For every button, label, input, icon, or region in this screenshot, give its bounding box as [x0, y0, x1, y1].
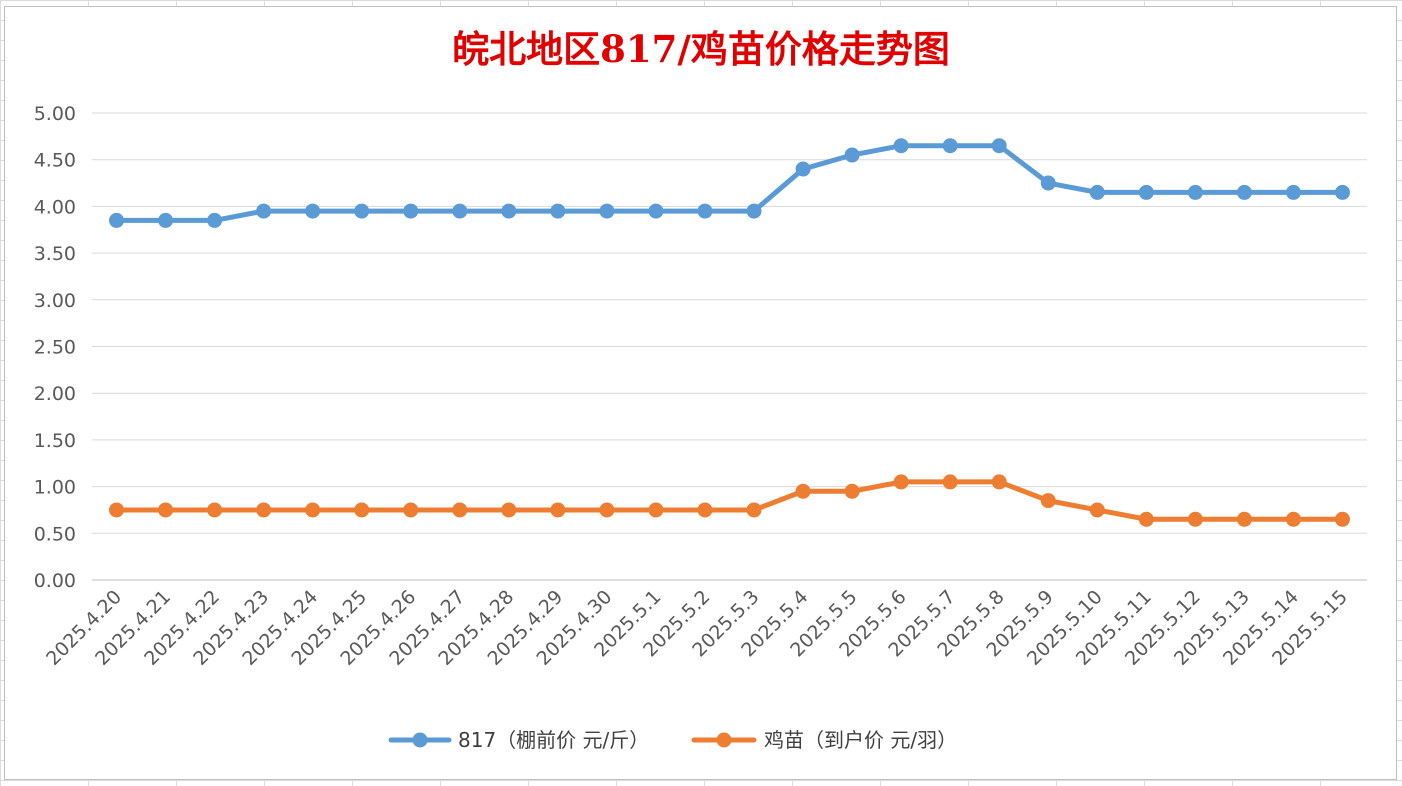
y-tick-label: 4.50	[34, 150, 76, 172]
series-line	[114, 143, 1345, 223]
x-axis: 2025.4.202025.4.212025.4.222025.4.232025…	[42, 586, 1352, 670]
data-point[interactable]	[795, 161, 811, 177]
legend-item-1[interactable]: 817（棚前价 元/斤）	[388, 728, 649, 752]
data-point[interactable]	[1138, 511, 1154, 527]
data-point[interactable]	[109, 212, 125, 228]
legend-item-2[interactable]: 鸡苗（到户价 元/羽）	[691, 728, 957, 752]
legend-swatch-marker	[716, 732, 732, 748]
data-point[interactable]	[648, 203, 664, 219]
data-point[interactable]	[893, 474, 909, 490]
y-tick-label: 5.00	[34, 103, 76, 125]
data-point[interactable]	[1334, 511, 1350, 527]
y-tick-label: 0.00	[34, 570, 76, 592]
data-point[interactable]	[697, 203, 713, 219]
data-point[interactable]	[305, 502, 321, 518]
data-point[interactable]	[550, 502, 566, 518]
data-point[interactable]	[942, 474, 958, 490]
y-tick-label: 1.00	[34, 477, 76, 499]
data-point[interactable]	[256, 203, 272, 219]
data-point[interactable]	[1285, 184, 1301, 200]
data-point[interactable]	[648, 502, 664, 518]
data-point[interactable]	[1040, 493, 1056, 509]
data-point[interactable]	[844, 147, 860, 163]
data-point[interactable]	[1285, 511, 1301, 527]
data-point[interactable]	[403, 203, 419, 219]
y-tick-label: 2.50	[34, 337, 76, 359]
data-point[interactable]	[1187, 511, 1203, 527]
data-point[interactable]	[1040, 175, 1056, 191]
y-tick-label: 3.50	[34, 243, 76, 265]
data-point[interactable]	[501, 502, 517, 518]
data-point[interactable]	[599, 203, 615, 219]
series-1	[109, 138, 1350, 228]
series-line	[114, 479, 1345, 522]
y-tick-label: 2.00	[34, 383, 76, 405]
legend-swatch-marker	[412, 732, 428, 748]
data-point[interactable]	[207, 212, 223, 228]
legend-label: 817（棚前价 元/斤）	[458, 728, 649, 752]
data-point[interactable]	[403, 502, 419, 518]
legend: 817（棚前价 元/斤） 鸡苗（到户价 元/羽）	[388, 728, 957, 752]
data-point[interactable]	[991, 138, 1007, 154]
data-point[interactable]	[158, 502, 174, 518]
data-point[interactable]	[354, 203, 370, 219]
data-point[interactable]	[991, 474, 1007, 490]
data-point[interactable]	[942, 138, 958, 154]
data-point[interactable]	[1334, 184, 1350, 200]
legend-label: 鸡苗（到户价 元/羽）	[764, 728, 957, 752]
series-group	[109, 138, 1350, 527]
data-point[interactable]	[109, 502, 125, 518]
data-point[interactable]	[305, 203, 321, 219]
y-tick-label: 1.50	[34, 430, 76, 452]
gridlines	[92, 112, 1367, 581]
data-point[interactable]	[1138, 184, 1154, 200]
y-tick-label: 3.00	[34, 290, 76, 312]
data-point[interactable]	[1236, 184, 1252, 200]
data-point[interactable]	[452, 203, 468, 219]
data-point[interactable]	[256, 502, 272, 518]
data-point[interactable]	[501, 203, 517, 219]
data-point[interactable]	[1089, 184, 1105, 200]
y-tick-label: 4.00	[34, 196, 76, 218]
data-point[interactable]	[746, 502, 762, 518]
data-point[interactable]	[550, 203, 566, 219]
data-point[interactable]	[158, 212, 174, 228]
data-point[interactable]	[746, 203, 762, 219]
data-point[interactable]	[844, 483, 860, 499]
y-tick-label: 0.50	[34, 523, 76, 545]
data-point[interactable]	[697, 502, 713, 518]
data-point[interactable]	[795, 483, 811, 499]
data-point[interactable]	[354, 502, 370, 518]
data-point[interactable]	[893, 138, 909, 154]
y-axis: 0.00 0.50 1.00 1.50 2.00 2.50 3.00 3.50 4.00 4.50…	[34, 103, 76, 592]
data-point[interactable]	[1089, 502, 1105, 518]
data-point[interactable]	[1187, 184, 1203, 200]
data-point[interactable]	[207, 502, 223, 518]
data-point[interactable]	[452, 502, 468, 518]
series-2	[109, 474, 1350, 527]
chart-title: 皖北地区817/鸡苗价格走势图	[452, 27, 950, 71]
data-point[interactable]	[1236, 511, 1252, 527]
data-point[interactable]	[599, 502, 615, 518]
